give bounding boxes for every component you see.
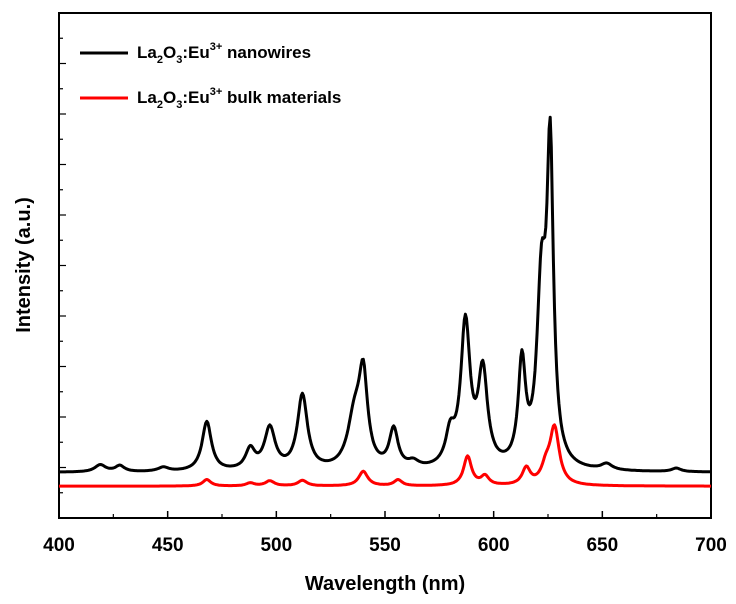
series-line-nanowires [58,115,712,474]
x-tick-label-550: 550 [369,535,401,556]
x-tick-label-400: 400 [43,535,75,556]
x-tick-label-700: 700 [695,535,727,556]
x-axis-tick-labels: 400 450 500 550 600 650 700 [43,535,727,556]
y-axis-ticks [59,37,66,494]
series-layer [58,115,712,488]
x-tick-label-500: 500 [260,535,292,556]
y-axis-title: Intensity (a.u.) [13,197,35,333]
x-tick-label-450: 450 [152,535,184,556]
legend-entry-bulk: La2O3:Eu3+ bulk materials [80,86,341,111]
x-tick-label-650: 650 [586,535,618,556]
x-axis-ticks [58,511,712,518]
series-line-bulk [58,423,712,488]
x-axis-title: Wavelength (nm) [305,573,465,595]
legend-label-nanowires: La2O3:Eu3+ nanowires [137,41,311,66]
legend-entry-nanowires: La2O3:Eu3+ nanowires [80,41,311,66]
x-tick-label-600: 600 [478,535,510,556]
legend: La2O3:Eu3+ nanowires La2O3:Eu3+ bulk mat… [80,41,341,111]
legend-label-bulk: La2O3:Eu3+ bulk materials [137,86,341,111]
